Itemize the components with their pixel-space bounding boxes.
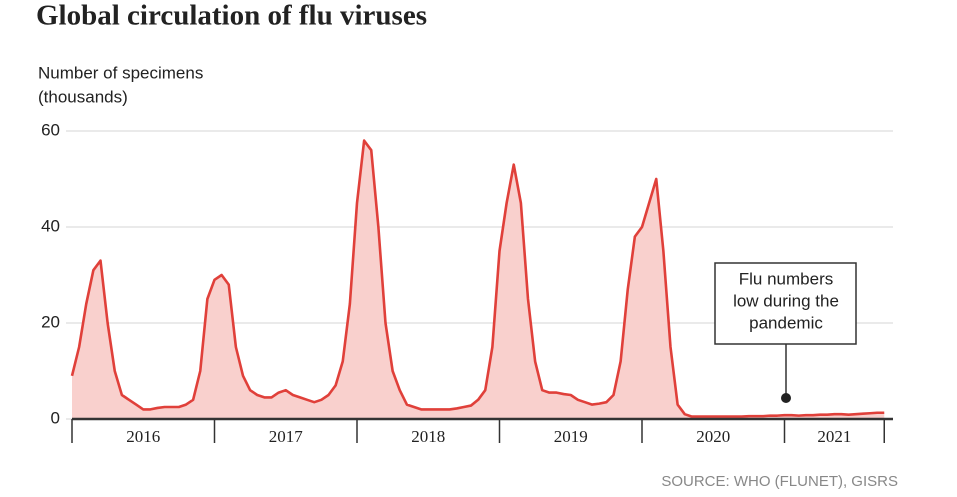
annotation-dot bbox=[781, 393, 791, 403]
annotation-text: pandemic bbox=[749, 313, 823, 332]
x-tick-label: 2017 bbox=[269, 427, 304, 446]
y-tick-label: 40 bbox=[41, 216, 60, 235]
chart-title: Global circulation of flu viruses bbox=[36, 0, 427, 32]
line bbox=[70, 139, 885, 418]
annotation-text: Flu numbers bbox=[739, 269, 833, 288]
annotation-text: low during the bbox=[733, 291, 839, 310]
y-tick-label: 20 bbox=[41, 312, 60, 331]
y-axis-label: (thousands) bbox=[38, 87, 128, 106]
annotation-box bbox=[714, 262, 857, 345]
x-tick-label: 2019 bbox=[554, 427, 588, 446]
x-tick-label: 2018 bbox=[411, 427, 445, 446]
x-tick-label: 2016 bbox=[126, 427, 160, 446]
y-tick-label: 60 bbox=[41, 120, 60, 139]
x-tick-label: 2021 bbox=[817, 427, 851, 446]
source: SOURCE: WHO (FLUNET), GISRS bbox=[661, 473, 898, 490]
y-tick-label: 0 bbox=[51, 408, 60, 427]
y-axis-label: Number of specimens bbox=[38, 63, 203, 82]
x-tick-label: 2020 bbox=[696, 427, 730, 446]
